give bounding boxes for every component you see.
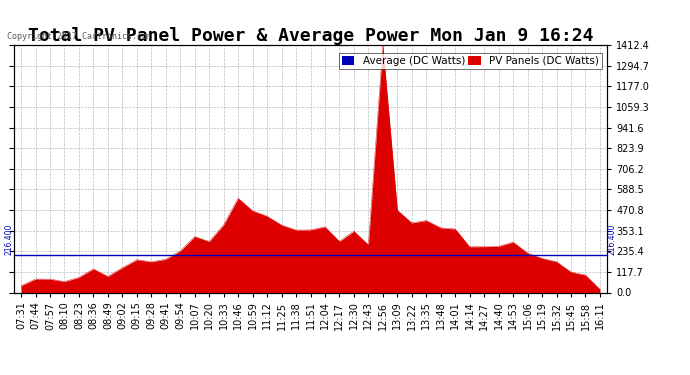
Text: 216.400: 216.400 [5, 223, 14, 255]
Text: 216.400: 216.400 [607, 223, 616, 255]
Title: Total PV Panel Power & Average Power Mon Jan 9 16:24: Total PV Panel Power & Average Power Mon… [28, 27, 593, 45]
Text: Copyright 2017 Cartronics.com: Copyright 2017 Cartronics.com [7, 32, 152, 41]
Legend: Average (DC Watts), PV Panels (DC Watts): Average (DC Watts), PV Panels (DC Watts) [339, 53, 602, 69]
